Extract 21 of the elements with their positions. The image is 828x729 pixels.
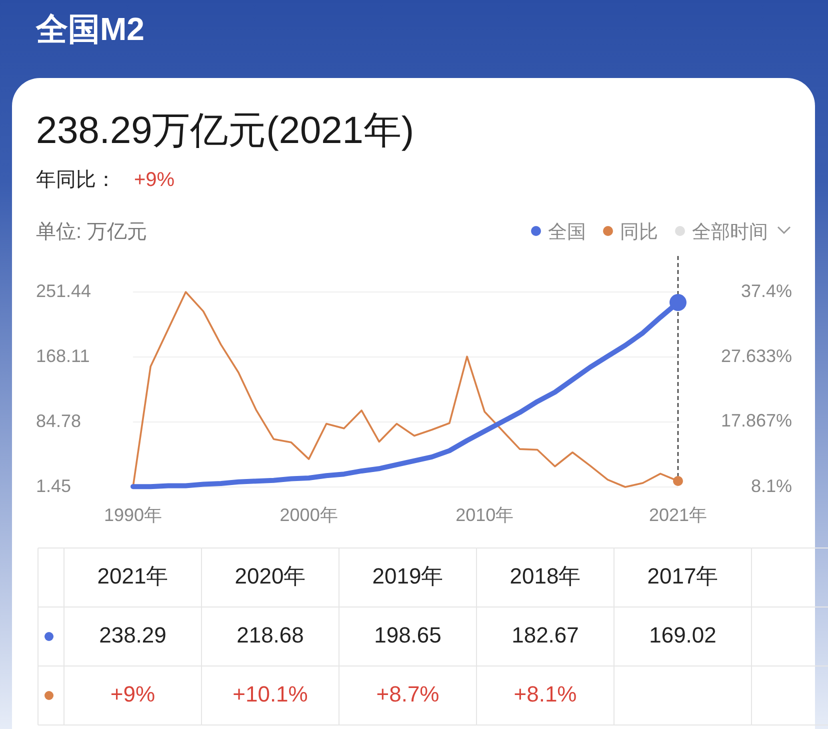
text: 年同比： <box>36 169 116 191</box>
x-tick-label: 2021年 <box>648 505 708 525</box>
x-tick-label: 2010年 <box>456 505 514 525</box>
y-tick-label: 251.44 <box>36 280 92 301</box>
y-tick-label: 1.45 <box>36 476 72 496</box>
value-table: 2021年 238.29 +9% 2020年 218.68 +10.1% 2019年 198.65 +8.7% 2018年 182.67 +8.1% 2017年 169.02 <box>38 548 828 726</box>
y2-tick-label: 37.4% <box>740 280 792 301</box>
y2-tick-label: 27.633% <box>720 346 792 366</box>
y-tick-label: 168.11 <box>36 346 90 366</box>
y2-tick-label: 8.1% <box>750 476 792 496</box>
x-tick-label: 2000年 <box>280 505 338 525</box>
y2-tick-label: 17.867% <box>720 410 792 431</box>
title: 全国M2 <box>36 11 144 47</box>
legend-label: 全国 <box>548 222 586 243</box>
text: +9% <box>134 169 175 191</box>
legend-label: 同比 <box>620 222 658 243</box>
ylabel: 单位: 万亿元 <box>36 221 148 243</box>
x-tick-label: 1990年 <box>104 505 162 525</box>
y-tick-label: 84.78 <box>36 410 82 431</box>
subtitle: 238.29万亿元(2021年) <box>36 110 414 152</box>
text: 全部时间 <box>692 221 768 243</box>
